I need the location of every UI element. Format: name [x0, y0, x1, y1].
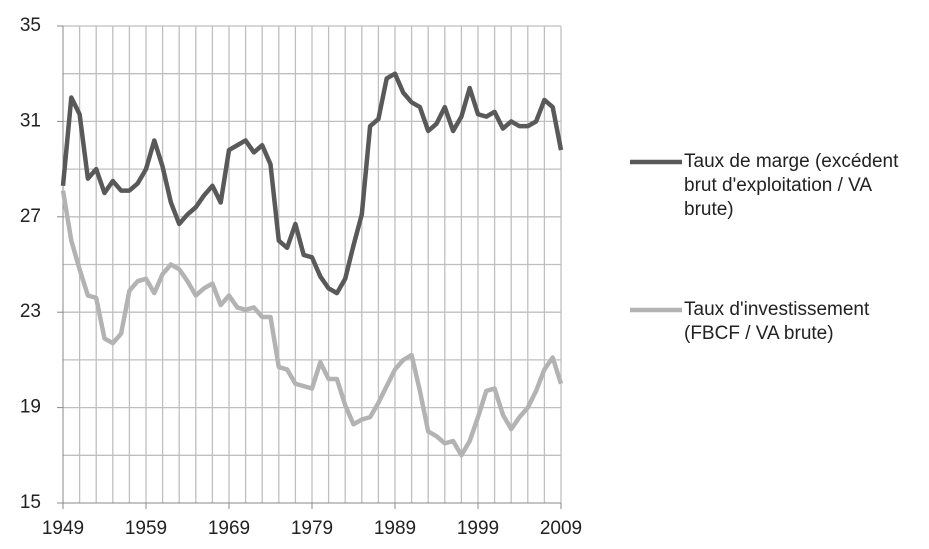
- legend-label: Taux de marge (excédent brut d'exploitat…: [684, 151, 899, 220]
- y-tick-label: 35: [20, 15, 41, 36]
- x-tick-label: 1989: [374, 518, 416, 539]
- x-tick-label: 1979: [291, 518, 333, 539]
- x-tick-label: 1959: [125, 518, 167, 539]
- x-tick-label: 2009: [540, 518, 582, 539]
- y-tick-label: 31: [20, 110, 41, 131]
- x-tick-label: 1949: [42, 518, 84, 539]
- y-tick-label: 27: [20, 206, 41, 227]
- series-line: [60, 71, 564, 296]
- y-tick-label: 15: [20, 492, 41, 513]
- y-tick-label: 19: [20, 397, 41, 418]
- x-tick-label: 1969: [208, 518, 250, 539]
- series-line: [60, 190, 564, 458]
- x-tick-label: 1999: [457, 518, 499, 539]
- y-tick-label: 23: [20, 301, 41, 322]
- legend-label: Taux d'investissement (FBCF / VA brute): [684, 299, 870, 344]
